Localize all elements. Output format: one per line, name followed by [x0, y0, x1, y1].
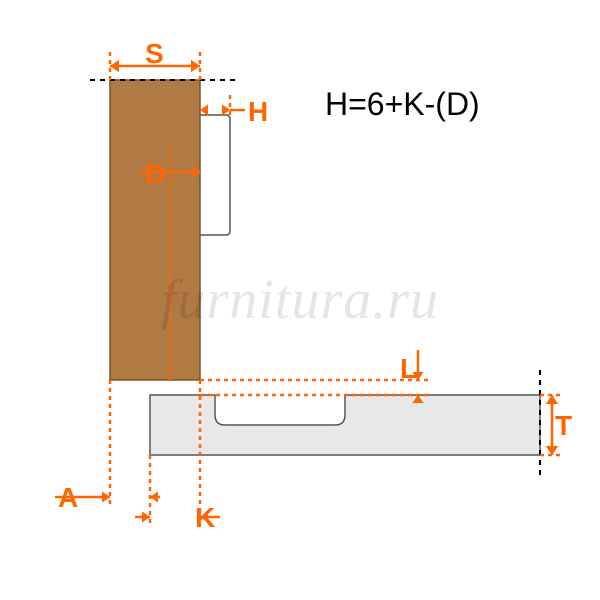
dim-label-s: S: [145, 38, 164, 70]
dim-label-h: H: [248, 96, 268, 128]
dim-label-t: T: [555, 410, 572, 442]
dim-label-d: D: [145, 158, 165, 190]
dim-label-a: A: [58, 482, 78, 514]
dim-label-l: L: [400, 353, 417, 385]
hinge-mounting-diagram: [0, 0, 600, 600]
formula-text: H=6+K-(D): [325, 86, 480, 123]
dim-label-k: K: [195, 502, 215, 534]
